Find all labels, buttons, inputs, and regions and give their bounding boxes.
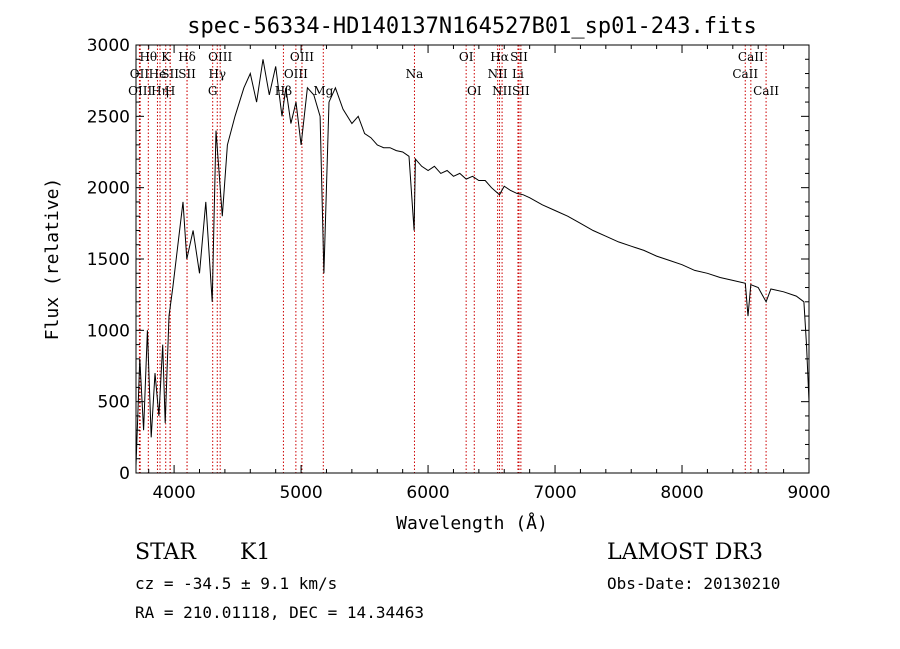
line-label-9: SII — [178, 67, 196, 81]
line-label-2: Hθ — [139, 50, 157, 64]
line-label-12: OIII — [208, 50, 232, 64]
y-tick-label-4: 2000 — [87, 179, 130, 199]
line-label-23: Li — [512, 67, 524, 81]
line-label-8: Hδ — [178, 50, 196, 64]
line-label-6: SII — [161, 67, 179, 81]
line-label-26: CaII — [732, 67, 758, 81]
subclass-label: K1 — [240, 540, 271, 565]
y-tick-label-2: 1000 — [87, 321, 130, 341]
x-tick-label-5: 9000 — [787, 483, 830, 503]
line-label-7: H — [165, 84, 175, 98]
y-tick-label-0: 0 — [119, 464, 130, 484]
x-axis-label: Wavelength (Å) — [396, 512, 548, 534]
obs-date: Obs-Date: 20130210 — [607, 574, 781, 593]
y-axis-label: Flux (relative) — [42, 178, 63, 341]
line-label-25: SII — [512, 84, 530, 98]
line-label-27: CaII — [738, 50, 764, 64]
x-axis: 4000 5000 6000 7000 8000 9000 — [148, 45, 831, 503]
spectrum-line — [135, 59, 810, 466]
x-tick-label-1: 5000 — [279, 483, 322, 503]
y-tick-label-5: 2500 — [87, 107, 130, 127]
line-label-11: Hγ — [208, 67, 226, 81]
x-tick-label-4: 8000 — [660, 483, 703, 503]
line-label-22: NII — [492, 84, 512, 98]
class-label: STAR — [135, 540, 196, 565]
line-label-16: Mg — [313, 84, 333, 98]
line-label-14: OIII — [284, 67, 308, 81]
line-label-4: Hη — [151, 84, 169, 98]
line-label-13: Hβ — [275, 84, 292, 98]
y-tick-label-1: 500 — [98, 393, 130, 413]
line-label-3: He — [149, 67, 167, 81]
line-label-20: NII — [488, 67, 508, 81]
x-tick-label-0: 4000 — [152, 483, 195, 503]
cz-readout: cz = -34.5 ± 9.1 km/s — [135, 574, 338, 593]
line-label-17: Na — [406, 67, 424, 81]
line-label-layer: OIIOIIIHθHeHηKSIIHHδSIIGHγOIIIHβOIIIOIII… — [128, 50, 779, 98]
line-label-15: OIII — [290, 50, 314, 64]
line-marker-layer — [138, 45, 767, 473]
line-label-24: SII — [510, 50, 528, 64]
chart-title: spec-56334-HD140137N164527B01_sp01-243.f… — [187, 14, 757, 39]
line-label-5: K — [161, 50, 171, 64]
y-tick-label-3: 1500 — [87, 250, 130, 270]
line-label-28: CaII — [753, 84, 779, 98]
line-label-18: OI — [459, 50, 474, 64]
line-label-10: G — [208, 84, 218, 98]
line-label-1: OIII — [128, 84, 152, 98]
line-label-19: OI — [467, 84, 482, 98]
y-axis: 0 500 1000 1500 2000 2500 3000 — [87, 36, 809, 484]
y-tick-label-6: 3000 — [87, 36, 130, 56]
coordinates: RA = 210.01118, DEC = 14.34463 — [135, 603, 424, 622]
x-tick-label-2: 6000 — [406, 483, 449, 503]
survey-label: LAMOST DR3 — [607, 540, 763, 565]
line-label-21: Hα — [490, 50, 509, 64]
x-tick-label-3: 7000 — [533, 483, 576, 503]
